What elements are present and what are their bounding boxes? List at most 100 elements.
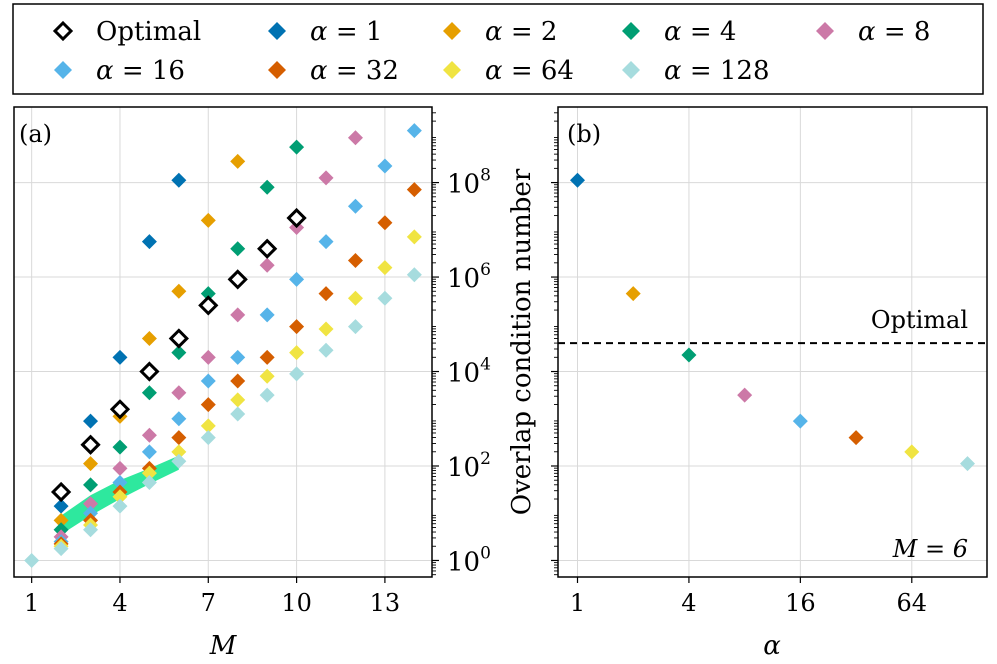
data-point — [230, 373, 246, 389]
legend-label: α = 32 — [310, 56, 399, 86]
data-point — [347, 290, 363, 306]
y-tick-label: 104 — [447, 355, 491, 389]
data-point — [112, 349, 128, 365]
data-point — [318, 321, 334, 337]
data-point — [109, 399, 131, 420]
data-point — [141, 234, 157, 250]
data-point — [112, 460, 128, 476]
data-point — [347, 319, 363, 335]
data-point — [200, 418, 216, 434]
data-point — [112, 489, 128, 505]
x-tick-label: 64 — [897, 589, 928, 617]
data-point — [171, 345, 187, 361]
data-point — [171, 283, 187, 299]
data-point — [904, 444, 920, 460]
x-tick-label: 10 — [281, 589, 312, 617]
data-point — [112, 475, 128, 491]
data-point — [230, 392, 246, 408]
data-point — [318, 286, 334, 302]
data-point — [347, 198, 363, 214]
data-point — [171, 172, 187, 188]
legend-marker — [816, 22, 834, 40]
data-point — [230, 153, 246, 169]
panel-b: 1 4 16 64 (b) Optimal M = 6 α — [551, 106, 988, 661]
legend-marker — [622, 22, 640, 40]
data-point — [141, 465, 157, 481]
legend-frame — [12, 3, 984, 95]
legend: Optimal α = 1 α = 2 α = 4 α = 8 α = 16 α = 32 α… — [12, 3, 984, 95]
data-point — [347, 130, 363, 146]
data-point — [406, 123, 422, 139]
data-point — [289, 319, 305, 335]
data-point — [377, 290, 393, 306]
legend-marker — [268, 61, 286, 79]
panel-b-xlabel: α — [763, 631, 781, 661]
legend-label: α = 1 — [310, 17, 382, 47]
data-point — [286, 207, 307, 229]
data-point — [377, 260, 393, 276]
data-point — [171, 453, 187, 469]
data-point — [289, 345, 305, 361]
data-point — [141, 330, 157, 346]
data-point — [227, 269, 248, 290]
data-point — [289, 271, 305, 287]
panel-a-xlabel: M — [209, 631, 238, 661]
data-point — [230, 307, 246, 323]
data-point — [168, 328, 189, 349]
data-point — [259, 307, 275, 323]
x-tick-label: 4 — [681, 589, 696, 617]
legend-marker — [443, 22, 461, 40]
data-point — [200, 397, 216, 413]
data-point — [289, 139, 305, 155]
x-tick-label: 4 — [112, 589, 127, 617]
legend-label: α = 2 — [485, 17, 557, 47]
data-point — [171, 385, 187, 401]
panel-b-annotation: M = 6 — [892, 535, 968, 563]
panel-a: 1 4 7 10 13 100 102 104 106 108 (a) M — [13, 106, 491, 661]
data-point — [200, 430, 216, 446]
data-point — [318, 342, 334, 358]
x-tick-label: 13 — [370, 589, 401, 617]
data-point — [139, 361, 160, 382]
data-point — [198, 295, 219, 316]
x-tick-label: 1 — [570, 589, 585, 617]
panel-b-label: (b) — [567, 120, 601, 148]
data-point — [24, 552, 40, 568]
legend-label: α = 4 — [664, 17, 736, 47]
legend-label: α = 128 — [664, 56, 770, 86]
data-point — [141, 427, 157, 443]
x-tick-label: 16 — [785, 589, 816, 617]
legend-marker — [54, 61, 72, 79]
data-point — [848, 430, 864, 446]
data-point — [259, 257, 275, 273]
legend-label: α = 8 — [858, 17, 930, 47]
data-point — [259, 368, 275, 384]
legend-marker — [443, 61, 461, 79]
data-point — [406, 267, 422, 283]
data-point — [200, 212, 216, 228]
data-point — [83, 496, 99, 512]
data-point — [53, 498, 69, 514]
x-tick-label: 1 — [24, 589, 39, 617]
data-point — [792, 413, 808, 429]
data-point — [230, 406, 246, 422]
data-point — [200, 373, 216, 389]
panel-a-label: (a) — [19, 120, 52, 148]
data-point — [171, 444, 187, 460]
data-point — [83, 522, 99, 538]
data-point — [377, 158, 393, 174]
data-point — [289, 366, 305, 382]
legend-label: α = 64 — [485, 56, 574, 86]
data-point — [259, 387, 275, 403]
data-point — [50, 481, 72, 503]
data-point — [83, 413, 99, 429]
data-point — [83, 456, 99, 472]
data-point — [230, 349, 246, 365]
data-point — [625, 286, 641, 302]
data-point — [171, 430, 187, 446]
data-point — [257, 238, 278, 259]
y-tick-label: 100 — [447, 543, 491, 577]
x-tick-label: 7 — [201, 589, 216, 617]
data-point — [230, 241, 246, 257]
